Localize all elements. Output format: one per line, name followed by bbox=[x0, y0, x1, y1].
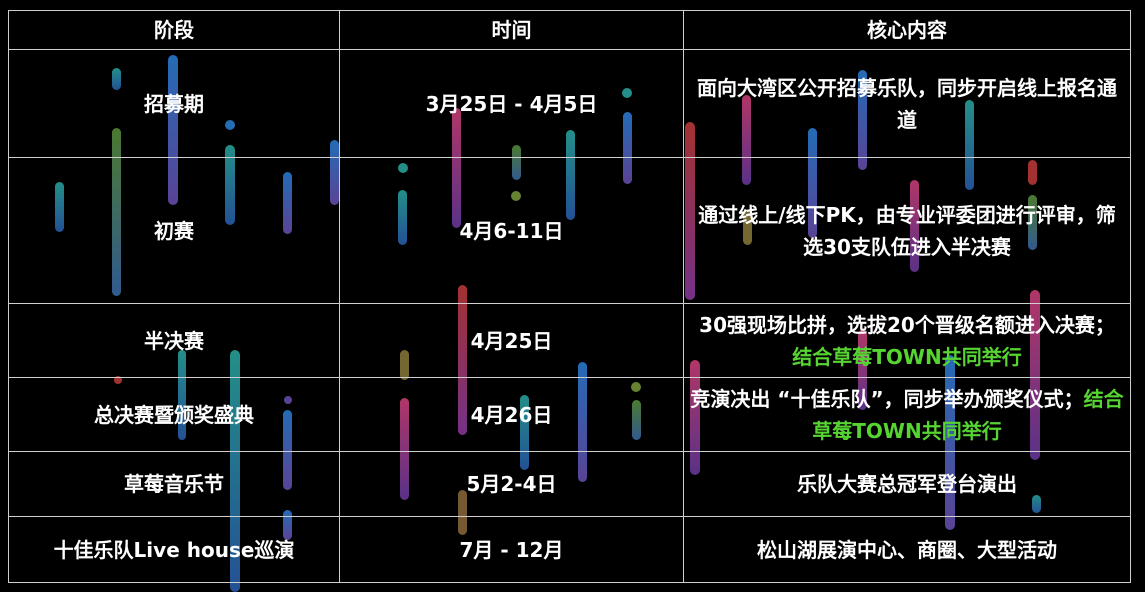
highlight-text: 结合草莓TOWN共同举行 bbox=[792, 344, 1022, 369]
stage-cell: 十佳乐队Live house巡演 bbox=[8, 516, 340, 583]
content-text: 面向大湾区公开招募乐队，同步开启线上报名通道 bbox=[697, 75, 1117, 132]
content-text: 通过线上/线下PK，由专业评委团进行评审，筛选30支队伍进入半决赛 bbox=[698, 202, 1116, 259]
time-cell: 3月25日 - 4月5日 bbox=[339, 49, 684, 158]
time-cell: 4月25日 bbox=[339, 303, 684, 378]
time-cell: 7月 - 12月 bbox=[339, 516, 684, 583]
time-cell: 4月6-11日 bbox=[339, 157, 684, 304]
table-row: 草莓音乐节 5月2-4日 乐队大赛总冠军登台演出 bbox=[8, 451, 1131, 517]
header-stage: 阶段 bbox=[8, 10, 340, 50]
highlight-text: 结合草莓TOWN共同举行 bbox=[812, 386, 1124, 443]
table-header-row: 阶段 时间 核心内容 bbox=[8, 10, 1131, 50]
content-cell: 竞演决出 “十佳乐队”，同步举办颁奖仪式；结合草莓TOWN共同举行 bbox=[683, 377, 1131, 452]
header-content: 核心内容 bbox=[683, 10, 1131, 50]
content-cell: 30强现场比拼，选拔20个晋级名额进入决赛； 结合草莓TOWN共同举行 bbox=[683, 303, 1131, 378]
table-row: 招募期 3月25日 - 4月5日 面向大湾区公开招募乐队，同步开启线上报名通道 bbox=[8, 49, 1131, 158]
time-cell: 4月26日 bbox=[339, 377, 684, 452]
schedule-table: 阶段 时间 核心内容 招募期 3月25日 - 4月5日 面向大湾区公开招募乐队，… bbox=[8, 10, 1131, 583]
time-cell: 5月2-4日 bbox=[339, 451, 684, 517]
stage-cell: 初赛 bbox=[8, 157, 340, 304]
stage-cell: 草莓音乐节 bbox=[8, 451, 340, 517]
content-text: 乐队大赛总冠军登台演出 bbox=[797, 472, 1017, 496]
content-cell: 乐队大赛总冠军登台演出 bbox=[683, 451, 1131, 517]
stage-cell: 总决赛暨颁奖盛典 bbox=[8, 377, 340, 452]
content-cell: 通过线上/线下PK，由专业评委团进行评审，筛选30支队伍进入半决赛 bbox=[683, 157, 1131, 304]
header-time: 时间 bbox=[339, 10, 684, 50]
content-cell: 松山湖展演中心、商圈、大型活动 bbox=[683, 516, 1131, 583]
content-cell: 面向大湾区公开招募乐队，同步开启线上报名通道 bbox=[683, 49, 1131, 158]
content-text: 30强现场比拼，选拔20个晋级名额进入决赛； bbox=[699, 312, 1115, 337]
content-text: 竞演决出 “十佳乐队”，同步举办颁奖仪式； bbox=[690, 386, 1084, 411]
table-row: 半决赛 4月25日 30强现场比拼，选拔20个晋级名额进入决赛； 结合草莓TOWN… bbox=[8, 303, 1131, 378]
stage-cell: 半决赛 bbox=[8, 303, 340, 378]
stage-cell: 招募期 bbox=[8, 49, 340, 158]
content-text: 松山湖展演中心、商圈、大型活动 bbox=[757, 537, 1057, 562]
table-row: 初赛 4月6-11日 通过线上/线下PK，由专业评委团进行评审，筛选30支队伍进… bbox=[8, 157, 1131, 304]
table-row: 总决赛暨颁奖盛典 4月26日 竞演决出 “十佳乐队”，同步举办颁奖仪式；结合草莓… bbox=[8, 377, 1131, 452]
table-row: 十佳乐队Live house巡演 7月 - 12月 松山湖展演中心、商圈、大型活… bbox=[8, 516, 1131, 583]
